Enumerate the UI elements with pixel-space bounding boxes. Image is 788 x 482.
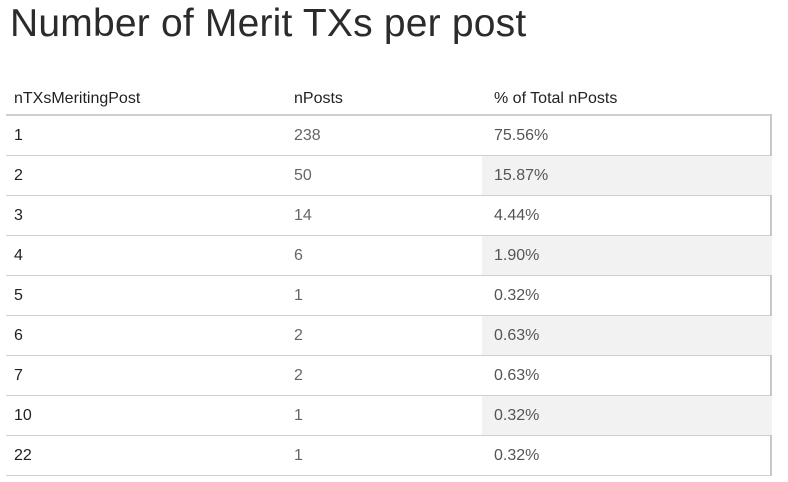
cell-nposts: 2 [294, 327, 303, 344]
cell-pct-of-total: 4.44% [494, 207, 540, 224]
cell-nposts: 238 [294, 127, 321, 144]
cell-pct-of-total: 75.56% [494, 127, 549, 144]
column-header-pct[interactable]: % of Total nPosts [494, 90, 618, 107]
table-row[interactable]: 7 2 0.63% [6, 356, 770, 396]
cell-pct-of-total: 15.87% [482, 156, 772, 195]
table-row[interactable]: 10 1 0.32% [6, 396, 772, 436]
cell-ntxs-meriting-post: 2 [14, 167, 23, 184]
column-header-nposts[interactable]: nPosts [294, 90, 343, 107]
cell-ntxs-meriting-post: 4 [14, 247, 23, 264]
table-body: 1 238 75.56% 2 50 15.87% 3 14 4.44% 4 6 1.90% 5 1 0.32… [6, 114, 772, 476]
table-row[interactable]: 22 1 0.32% [6, 436, 770, 476]
table-row[interactable]: 6 2 0.63% [6, 316, 772, 356]
cell-nposts: 14 [294, 207, 312, 224]
cell-ntxs-meriting-post: 6 [14, 327, 23, 344]
cell-pct-of-total: 0.63% [494, 367, 540, 384]
page-title: Number of Merit TXs per post [10, 2, 527, 45]
cell-ntxs-meriting-post: 10 [14, 407, 32, 424]
cell-ntxs-meriting-post: 5 [14, 287, 23, 304]
cell-pct-of-total: 0.32% [482, 396, 772, 435]
cell-nposts: 6 [294, 247, 303, 264]
table-row[interactable]: 1 238 75.56% [6, 114, 770, 156]
column-header-ntxs[interactable]: nTXsMeritingPost [14, 90, 141, 107]
table-header: nTXsMeritingPost nPosts % of Total nPost… [6, 82, 772, 114]
cell-ntxs-meriting-post: 1 [14, 127, 23, 144]
cell-nposts: 1 [294, 287, 303, 304]
cell-nposts: 50 [294, 167, 312, 184]
cell-pct-of-total: 0.32% [494, 287, 540, 304]
cell-nposts: 2 [294, 367, 303, 384]
data-table: nTXsMeritingPost nPosts % of Total nPost… [6, 82, 772, 476]
table-row[interactable]: 2 50 15.87% [6, 156, 772, 196]
cell-nposts: 1 [294, 447, 303, 464]
cell-pct-of-total: 1.90% [482, 236, 772, 275]
cell-nposts: 1 [294, 407, 303, 424]
table-row[interactable]: 3 14 4.44% [6, 196, 770, 236]
table-row[interactable]: 5 1 0.32% [6, 276, 770, 316]
table-row[interactable]: 4 6 1.90% [6, 236, 772, 276]
cell-ntxs-meriting-post: 3 [14, 207, 23, 224]
cell-ntxs-meriting-post: 7 [14, 367, 23, 384]
cell-pct-of-total: 0.63% [482, 316, 772, 355]
cell-ntxs-meriting-post: 22 [14, 447, 32, 464]
cell-pct-of-total: 0.32% [494, 447, 540, 464]
